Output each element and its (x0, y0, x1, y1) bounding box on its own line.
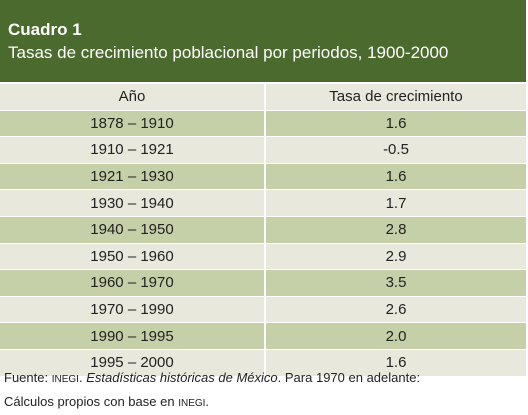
header-row: Año Tasa de crecimiento (0, 84, 526, 111)
rate-cell: 1.6 (385, 168, 407, 186)
rate-cell: 1.6 (385, 114, 407, 132)
title: Cuadro 1 (8, 20, 82, 39)
period-cell: 1960 – 1970 (0, 269, 266, 297)
column-header: Tasa de crecimiento (329, 88, 463, 106)
footer-source: Estadísticas históricas de México (86, 370, 278, 385)
period-cell: 1940 – 1950 (0, 216, 266, 244)
rate-cell: -0.5 (383, 141, 409, 159)
rate-cell: 2.9 (385, 247, 407, 265)
row: 1950 – 1960 2.9 (0, 243, 526, 270)
header: Cuadro 1 Tasas de crecimiento poblaciona… (0, 0, 526, 82)
row: 1995 – 2000 1.6 (0, 349, 526, 377)
rate-cell: 1.7 (385, 194, 407, 212)
row: 1990 – 1995 2.0 (0, 322, 526, 350)
footer-org: INEGI (178, 398, 206, 409)
row: 1878 – 1910 1.6 (0, 110, 526, 137)
row: 1921 – 1930 1.6 (0, 163, 526, 190)
rate-cell: 2.6 (385, 301, 407, 319)
period-cell: 1950 – 1960 (0, 243, 266, 270)
row: 1970 – 1990 2.6 (0, 296, 526, 323)
period-cell: 1878 – 1910 (0, 110, 266, 137)
row: 1960 – 1970 3.5 (0, 269, 526, 297)
footer-line: Cálculos propios con base en (4, 394, 175, 409)
rate-cell: 1.6 (385, 354, 407, 372)
subtitle: Tasas de crecimiento poblacional por per… (8, 43, 449, 62)
column-header: Año (0, 84, 266, 111)
rate-cell: 2.8 (385, 221, 407, 239)
row: 1940 – 1950 2.8 (0, 216, 526, 244)
row: 1930 – 1940 1.7 (0, 189, 526, 217)
period-cell: 1995 – 2000 (0, 349, 266, 377)
row: 1910 – 1921 -0.5 (0, 136, 526, 164)
footer-label: Fuente: (4, 370, 49, 385)
table: Año Tasa de crecimiento 1878 – 1910 1.6 19… (0, 84, 526, 377)
footer: Fuente: INEGI. Estadísticas históricas d… (4, 370, 421, 409)
rate-cell: 3.5 (385, 274, 407, 292)
period-cell: 1910 – 1921 (0, 136, 266, 164)
rate-cell: 2.0 (385, 327, 407, 345)
period-cell: 1921 – 1930 (0, 163, 266, 190)
period-cell: 1930 – 1940 (0, 189, 266, 217)
footer-note: Para 1970 en adelante: (284, 370, 421, 385)
period-cell: 1970 – 1990 (0, 296, 266, 323)
period-cell: 1990 – 1995 (0, 322, 266, 350)
footer-org: INEGI (51, 374, 79, 385)
